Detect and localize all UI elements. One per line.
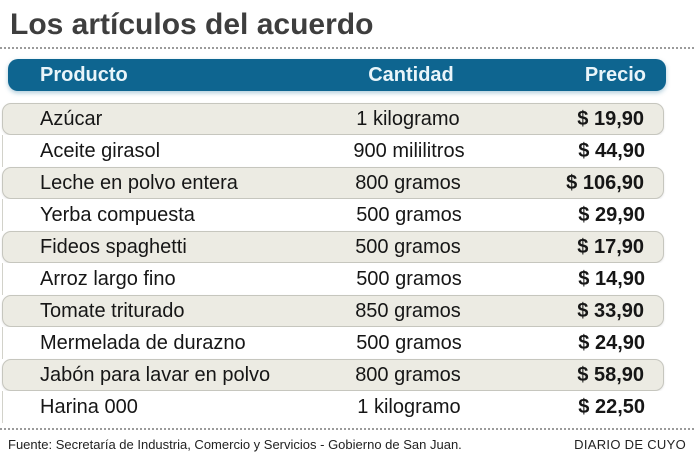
price-cell: $ 19,90 xyxy=(577,107,644,130)
product-cell: Fideos spaghetti xyxy=(40,235,187,258)
table-row: Aceite girasol 900 mililitros $ 44,90 xyxy=(2,135,664,167)
table-header: Producto Cantidad Precio xyxy=(8,59,666,91)
quantity-cell: 850 gramos xyxy=(355,299,461,322)
table-row: Yerba compuesta 500 gramos $ 29,90 xyxy=(2,199,664,231)
price-table: Azúcar 1 kilogramo $ 19,90 Aceite giraso… xyxy=(2,103,664,423)
table-row: Azúcar 1 kilogramo $ 19,90 xyxy=(2,103,664,135)
product-cell: Aceite girasol xyxy=(40,139,161,162)
divider-top xyxy=(0,47,694,49)
source-note: Fuente: Secretaría de Industria, Comerci… xyxy=(8,437,462,452)
price-cell: $ 17,90 xyxy=(577,235,644,258)
product-cell: Yerba compuesta xyxy=(40,203,195,226)
quantity-cell: 500 gramos xyxy=(356,331,462,354)
table-row: Harina 000 1 kilogramo $ 22,50 xyxy=(2,391,664,423)
table-row: Tomate triturado 850 gramos $ 33,90 xyxy=(2,295,664,327)
page-title: Los artículos del acuerdo xyxy=(10,8,374,41)
price-cell: $ 44,90 xyxy=(578,139,645,162)
quantity-cell: 900 mililitros xyxy=(353,139,465,162)
price-cell: $ 22,50 xyxy=(578,395,645,418)
table-row: Jabón para lavar en polvo 800 gramos $ 5… xyxy=(2,359,664,391)
table-row: Fideos spaghetti 500 gramos $ 17,90 xyxy=(2,231,664,263)
price-cell: $ 106,90 xyxy=(566,171,644,194)
quantity-cell: 500 gramos xyxy=(356,267,462,290)
quantity-cell: 800 gramos xyxy=(355,363,461,386)
product-cell: Azúcar xyxy=(40,107,103,130)
quantity-cell: 1 kilogramo xyxy=(356,107,460,130)
table-row: Leche en polvo entera 800 gramos $ 106,9… xyxy=(2,167,664,199)
publisher-credit: DIARIO DE CUYO xyxy=(574,437,686,452)
footer: Fuente: Secretaría de Industria, Comerci… xyxy=(8,437,686,452)
quantity-cell: 1 kilogramo xyxy=(357,395,461,418)
price-cell: $ 33,90 xyxy=(577,299,644,322)
product-cell: Arroz largo fino xyxy=(40,267,176,290)
product-cell: Jabón para lavar en polvo xyxy=(40,363,271,386)
price-cell: $ 29,90 xyxy=(578,203,645,226)
column-header-cantidad: Cantidad xyxy=(368,63,454,86)
column-header-producto: Producto xyxy=(40,63,128,86)
quantity-cell: 500 gramos xyxy=(355,235,461,258)
price-cell: $ 58,90 xyxy=(577,363,644,386)
price-cell: $ 14,90 xyxy=(578,267,645,290)
price-cell: $ 24,90 xyxy=(578,331,645,354)
quantity-cell: 500 gramos xyxy=(356,203,462,226)
quantity-cell: 800 gramos xyxy=(355,171,461,194)
product-cell: Tomate triturado xyxy=(40,299,185,322)
product-cell: Leche en polvo entera xyxy=(40,171,238,194)
product-cell: Harina 000 xyxy=(40,395,138,418)
table-row: Mermelada de durazno 500 gramos $ 24,90 xyxy=(2,327,664,359)
table-row: Arroz largo fino 500 gramos $ 14,90 xyxy=(2,263,664,295)
divider-bottom xyxy=(0,428,694,430)
product-cell: Mermelada de durazno xyxy=(40,331,246,354)
column-header-precio: Precio xyxy=(584,63,646,86)
